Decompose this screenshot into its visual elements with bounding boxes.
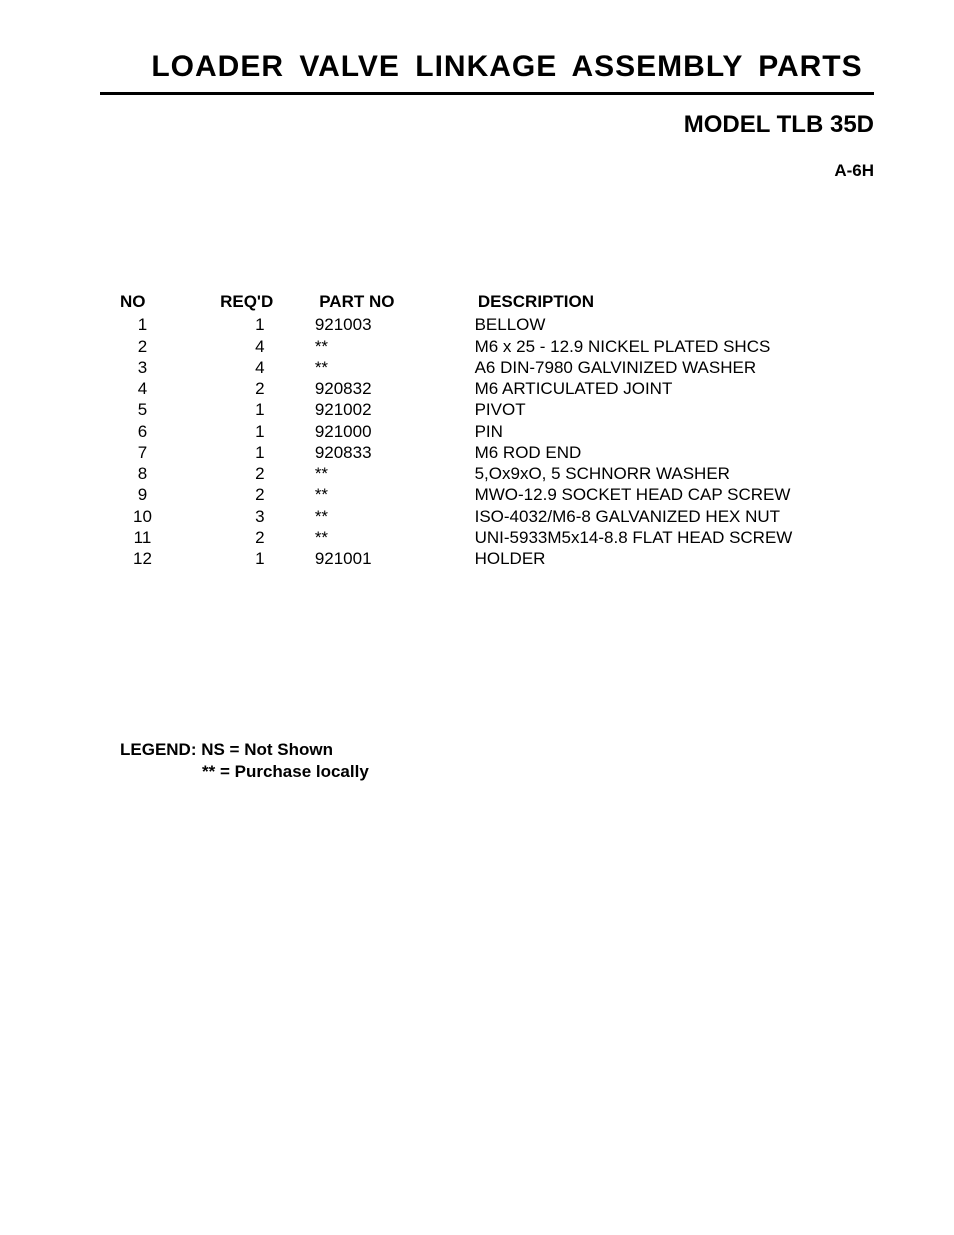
cell-part-no: 921001 bbox=[305, 548, 465, 569]
cell-part-no: ** bbox=[305, 484, 465, 505]
cell-reqd: 4 bbox=[215, 336, 305, 357]
legend-line-1: LEGEND: NS = Not Shown bbox=[120, 739, 874, 760]
cell-no: 4 bbox=[120, 378, 215, 399]
cell-reqd: 1 bbox=[215, 314, 305, 335]
page-title: LOADER VALVE LINKAGE ASSEMBLY PARTS bbox=[100, 50, 874, 92]
cell-no: 8 bbox=[120, 463, 215, 484]
table-row: 82**5,Ox9xO, 5 SCHNORR WASHER bbox=[120, 463, 874, 484]
cell-no: 5 bbox=[120, 399, 215, 420]
table-row: 34**A6 DIN-7980 GALVINIZED WASHER bbox=[120, 357, 874, 378]
cell-part-no: ** bbox=[305, 357, 465, 378]
legend: LEGEND: NS = Not Shown ** = Purchase loc… bbox=[120, 739, 874, 782]
cell-no: 12 bbox=[120, 548, 215, 569]
cell-no: 10 bbox=[120, 506, 215, 527]
cell-reqd: 1 bbox=[215, 399, 305, 420]
parts-table: NO REQ'D PART NO DESCRIPTION 11921003BEL… bbox=[120, 291, 874, 569]
cell-no: 11 bbox=[120, 527, 215, 548]
cell-no: 6 bbox=[120, 421, 215, 442]
col-header-desc: DESCRIPTION bbox=[468, 291, 874, 312]
cell-reqd: 4 bbox=[215, 357, 305, 378]
cell-description: A6 DIN-7980 GALVINIZED WASHER bbox=[465, 357, 874, 378]
cell-part-no: 921003 bbox=[305, 314, 465, 335]
table-row: 103**ISO-4032/M6-8 GALVANIZED HEX NUT bbox=[120, 506, 874, 527]
cell-reqd: 1 bbox=[215, 442, 305, 463]
cell-description: PIN bbox=[465, 421, 874, 442]
cell-part-no: ** bbox=[305, 527, 465, 548]
table-header: NO REQ'D PART NO DESCRIPTION bbox=[120, 291, 874, 312]
cell-part-no: 921000 bbox=[305, 421, 465, 442]
col-header-no: NO bbox=[120, 291, 214, 312]
table-row: 11921003BELLOW bbox=[120, 314, 874, 335]
cell-no: 3 bbox=[120, 357, 215, 378]
cell-part-no: ** bbox=[305, 506, 465, 527]
cell-part-no: ** bbox=[305, 336, 465, 357]
table-row: 51921002PIVOT bbox=[120, 399, 874, 420]
cell-part-no: 921002 bbox=[305, 399, 465, 420]
cell-description: PIVOT bbox=[465, 399, 874, 420]
cell-description: M6 x 25 - 12.9 NICKEL PLATED SHCS bbox=[465, 336, 874, 357]
cell-reqd: 2 bbox=[215, 527, 305, 548]
model-line: MODEL TLB 35D bbox=[100, 111, 874, 139]
table-row: 121921001HOLDER bbox=[120, 548, 874, 569]
cell-description: HOLDER bbox=[465, 548, 874, 569]
col-header-reqd: REQ'D bbox=[214, 291, 309, 312]
cell-part-no: ** bbox=[305, 463, 465, 484]
cell-description: 5,Ox9xO, 5 SCHNORR WASHER bbox=[465, 463, 874, 484]
page-code: A-6H bbox=[100, 161, 874, 181]
cell-part-no: 920832 bbox=[305, 378, 465, 399]
col-header-part: PART NO bbox=[309, 291, 468, 312]
document-page: LOADER VALVE LINKAGE ASSEMBLY PARTS MODE… bbox=[0, 0, 954, 1235]
cell-no: 7 bbox=[120, 442, 215, 463]
table-row: 92**MWO-12.9 SOCKET HEAD CAP SCREW bbox=[120, 484, 874, 505]
cell-description: ISO-4032/M6-8 GALVANIZED HEX NUT bbox=[465, 506, 874, 527]
cell-description: BELLOW bbox=[465, 314, 874, 335]
table-row: 112**UNI-5933M5x14-8.8 FLAT HEAD SCREW bbox=[120, 527, 874, 548]
cell-reqd: 2 bbox=[215, 484, 305, 505]
cell-description: M6 ROD END bbox=[465, 442, 874, 463]
cell-no: 1 bbox=[120, 314, 215, 335]
table-row: 71920833M6 ROD END bbox=[120, 442, 874, 463]
legend-line-2: ** = Purchase locally bbox=[120, 761, 874, 782]
cell-no: 9 bbox=[120, 484, 215, 505]
cell-description: UNI-5933M5x14-8.8 FLAT HEAD SCREW bbox=[465, 527, 874, 548]
cell-reqd: 1 bbox=[215, 421, 305, 442]
cell-reqd: 2 bbox=[215, 378, 305, 399]
cell-part-no: 920833 bbox=[305, 442, 465, 463]
cell-no: 2 bbox=[120, 336, 215, 357]
cell-description: MWO-12.9 SOCKET HEAD CAP SCREW bbox=[465, 484, 874, 505]
cell-description: M6 ARTICULATED JOINT bbox=[465, 378, 874, 399]
table-row: 61921000PIN bbox=[120, 421, 874, 442]
table-body: 11921003BELLOW24**M6 x 25 - 12.9 NICKEL … bbox=[120, 314, 874, 569]
cell-reqd: 2 bbox=[215, 463, 305, 484]
cell-reqd: 3 bbox=[215, 506, 305, 527]
table-row: 24**M6 x 25 - 12.9 NICKEL PLATED SHCS bbox=[120, 336, 874, 357]
cell-reqd: 1 bbox=[215, 548, 305, 569]
title-rule bbox=[100, 92, 874, 95]
table-row: 42920832M6 ARTICULATED JOINT bbox=[120, 378, 874, 399]
